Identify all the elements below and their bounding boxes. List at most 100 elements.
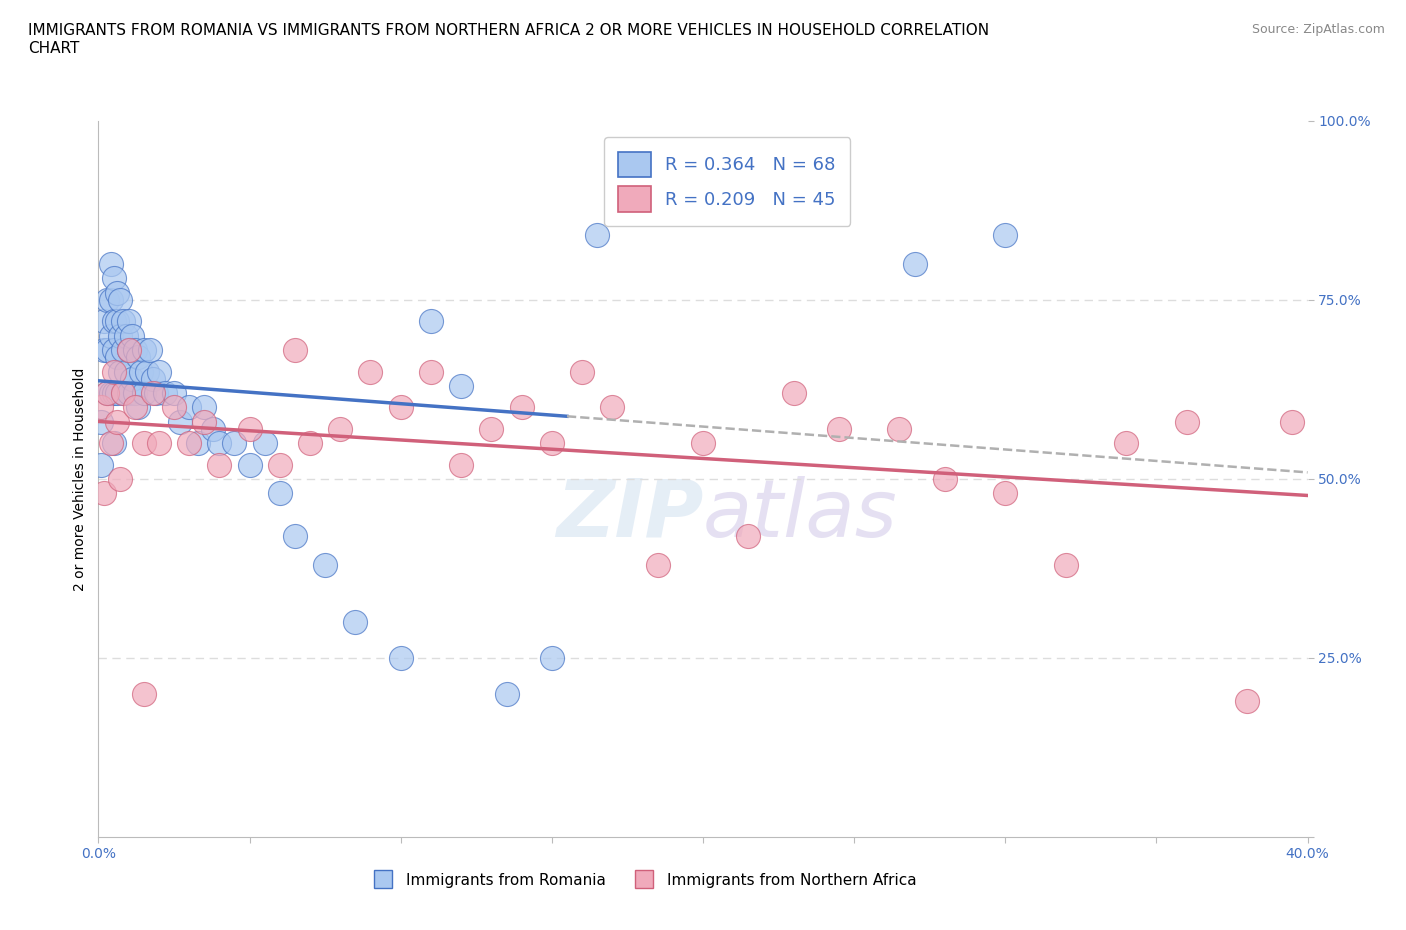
Y-axis label: 2 or more Vehicles in Household: 2 or more Vehicles in Household xyxy=(73,367,87,591)
Point xyxy=(602,400,624,415)
Point xyxy=(1115,435,1137,450)
Point xyxy=(1281,414,1303,429)
Point xyxy=(90,400,112,415)
Point xyxy=(163,400,186,415)
Point xyxy=(1175,414,1198,429)
Point xyxy=(510,400,533,415)
Point xyxy=(114,365,136,379)
Point xyxy=(118,314,141,329)
Point xyxy=(121,328,143,343)
Point xyxy=(179,435,201,450)
Point xyxy=(284,529,307,544)
Point xyxy=(108,472,131,486)
Point xyxy=(994,485,1017,500)
Legend: Immigrants from Romania, Immigrants from Northern Africa: Immigrants from Romania, Immigrants from… xyxy=(361,867,924,894)
Point xyxy=(344,615,367,630)
Point xyxy=(153,386,176,401)
Point xyxy=(934,472,956,486)
Point xyxy=(100,386,122,401)
Point xyxy=(586,228,609,243)
Point xyxy=(93,342,115,357)
Point xyxy=(103,365,125,379)
Point xyxy=(103,435,125,450)
Point xyxy=(93,485,115,500)
Point xyxy=(124,342,146,357)
Point xyxy=(111,314,134,329)
Point xyxy=(299,435,322,450)
Point xyxy=(132,686,155,701)
Point xyxy=(111,386,134,401)
Point xyxy=(132,435,155,450)
Point xyxy=(145,386,167,401)
Point xyxy=(148,435,170,450)
Point xyxy=(329,421,352,436)
Point xyxy=(187,435,209,450)
Point xyxy=(100,328,122,343)
Point xyxy=(692,435,714,450)
Point xyxy=(114,328,136,343)
Point xyxy=(239,458,262,472)
Point xyxy=(540,435,562,450)
Text: Source: ZipAtlas.com: Source: ZipAtlas.com xyxy=(1251,23,1385,36)
Point xyxy=(103,271,125,286)
Point xyxy=(202,421,225,436)
Point xyxy=(450,379,472,393)
Point xyxy=(208,435,231,450)
Point xyxy=(481,421,503,436)
Point xyxy=(783,386,806,401)
Point xyxy=(193,400,215,415)
Point xyxy=(96,342,118,357)
Point xyxy=(142,386,165,401)
Point xyxy=(360,365,382,379)
Point xyxy=(135,365,157,379)
Text: ZIP: ZIP xyxy=(555,476,703,553)
Point xyxy=(1236,694,1258,709)
Point xyxy=(193,414,215,429)
Point xyxy=(108,328,131,343)
Point xyxy=(121,371,143,386)
Point xyxy=(269,458,291,472)
Point xyxy=(90,458,112,472)
Point xyxy=(111,386,134,401)
Point xyxy=(96,293,118,308)
Point xyxy=(93,314,115,329)
Point xyxy=(1054,557,1077,572)
Point xyxy=(389,651,412,666)
Point xyxy=(540,651,562,666)
Point xyxy=(994,228,1017,243)
Point xyxy=(127,400,149,415)
Point xyxy=(269,485,291,500)
Text: IMMIGRANTS FROM ROMANIA VS IMMIGRANTS FROM NORTHERN AFRICA 2 OR MORE VEHICLES IN: IMMIGRANTS FROM ROMANIA VS IMMIGRANTS FR… xyxy=(28,23,990,56)
Text: atlas: atlas xyxy=(703,476,898,553)
Point xyxy=(103,314,125,329)
Point xyxy=(420,314,443,329)
Point xyxy=(124,386,146,401)
Point xyxy=(129,365,152,379)
Point xyxy=(169,414,191,429)
Point xyxy=(314,557,336,572)
Point xyxy=(118,386,141,401)
Point xyxy=(108,293,131,308)
Point xyxy=(127,350,149,365)
Point xyxy=(103,342,125,357)
Point xyxy=(253,435,276,450)
Point xyxy=(105,386,128,401)
Point xyxy=(495,686,517,701)
Point xyxy=(111,342,134,357)
Point xyxy=(108,365,131,379)
Point xyxy=(148,365,170,379)
Point xyxy=(105,314,128,329)
Point xyxy=(224,435,246,450)
Point xyxy=(647,557,669,572)
Point xyxy=(103,386,125,401)
Point xyxy=(828,421,851,436)
Point xyxy=(179,400,201,415)
Point xyxy=(100,435,122,450)
Point xyxy=(420,365,443,379)
Point xyxy=(163,386,186,401)
Point xyxy=(118,342,141,357)
Point xyxy=(450,458,472,472)
Point xyxy=(284,342,307,357)
Point xyxy=(105,414,128,429)
Point xyxy=(105,286,128,300)
